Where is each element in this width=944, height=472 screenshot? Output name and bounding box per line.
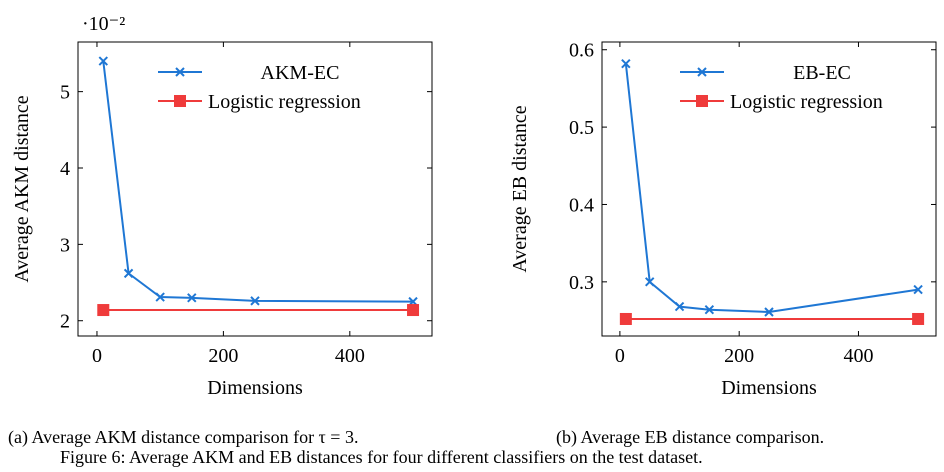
point-stroke <box>645 277 655 287</box>
data-point <box>704 304 715 315</box>
x-axis-label: Dimensions <box>207 377 303 399</box>
legend-label: Logistic regression <box>730 91 883 113</box>
x-tick-label: 400 <box>843 345 873 367</box>
legend: AKM-EC Logistic regression <box>158 62 361 113</box>
figure-caption: Figure 6: Average AKM and EB distances f… <box>60 447 703 467</box>
y-tick-label: 5 <box>60 82 70 104</box>
data-point <box>155 292 165 302</box>
point-stroke <box>913 284 923 295</box>
x-axis-label: Dimensions <box>721 377 817 399</box>
chart-b: 0 200 400 0.3 0.4 0.5 0.6 Dimensions Average EB … <box>509 40 937 399</box>
y-tick-label: 4 <box>60 158 70 180</box>
data-point <box>913 284 923 295</box>
data-point <box>912 312 925 325</box>
point-stroke <box>250 296 260 306</box>
legend-marker <box>174 95 186 107</box>
legend-label: AKM-EC <box>261 62 340 84</box>
data-point <box>764 307 774 317</box>
legend-marker <box>696 95 708 107</box>
legend: EB-EC Logistic regression <box>680 62 883 113</box>
x-tick-label: 200 <box>208 345 238 367</box>
y-multiplier-label: ·10⁻² <box>82 13 125 35</box>
data-point <box>674 301 685 312</box>
point-stroke <box>187 293 197 303</box>
y-axis-label: Average AKM distance <box>11 95 33 282</box>
data-point <box>97 304 110 317</box>
subcaption-a: (a) Average AKM distance comparison for … <box>8 427 359 447</box>
data-point <box>187 293 197 303</box>
data-point <box>621 58 631 69</box>
series-line <box>102 60 414 303</box>
y-tick-label: 0.5 <box>569 117 594 139</box>
legend-label: Logistic regression <box>208 91 361 113</box>
x-tick-label: 200 <box>724 345 754 367</box>
x-tick-label: 0 <box>615 345 625 367</box>
x-tick-label: 400 <box>335 345 365 367</box>
y-tick-label: 0.3 <box>569 272 594 294</box>
data-point <box>98 56 108 66</box>
legend-label: EB-EC <box>793 62 851 84</box>
point-stroke <box>98 56 108 66</box>
data-point <box>619 312 632 325</box>
data-point <box>123 268 134 279</box>
y-axis-label: Average EB distance <box>509 105 531 272</box>
data-point <box>407 304 420 317</box>
point-stroke <box>674 301 685 312</box>
series-line <box>624 63 919 314</box>
x-tick-label: 0 <box>92 345 102 367</box>
plot-frame <box>77 41 433 337</box>
legend-marker <box>697 67 707 77</box>
point-stroke <box>704 304 715 315</box>
chart-a: 0 200 400 2 3 4 5 Dimensions Average AKM distanc… <box>11 13 433 399</box>
point-stroke <box>123 268 134 279</box>
data-point <box>645 277 655 287</box>
data-point <box>250 296 260 306</box>
point-stroke <box>764 307 774 317</box>
y-tick-label: 2 <box>60 311 70 333</box>
subcaption-b: (b) Average EB distance comparison. <box>556 427 825 447</box>
point-stroke <box>155 292 165 302</box>
y-tick-label: 3 <box>60 234 70 256</box>
legend-marker <box>175 67 185 77</box>
point-stroke <box>621 58 631 69</box>
y-tick-label: 0.4 <box>569 194 594 216</box>
y-tick-label: 0.6 <box>569 40 594 62</box>
plot-frame <box>601 41 937 337</box>
